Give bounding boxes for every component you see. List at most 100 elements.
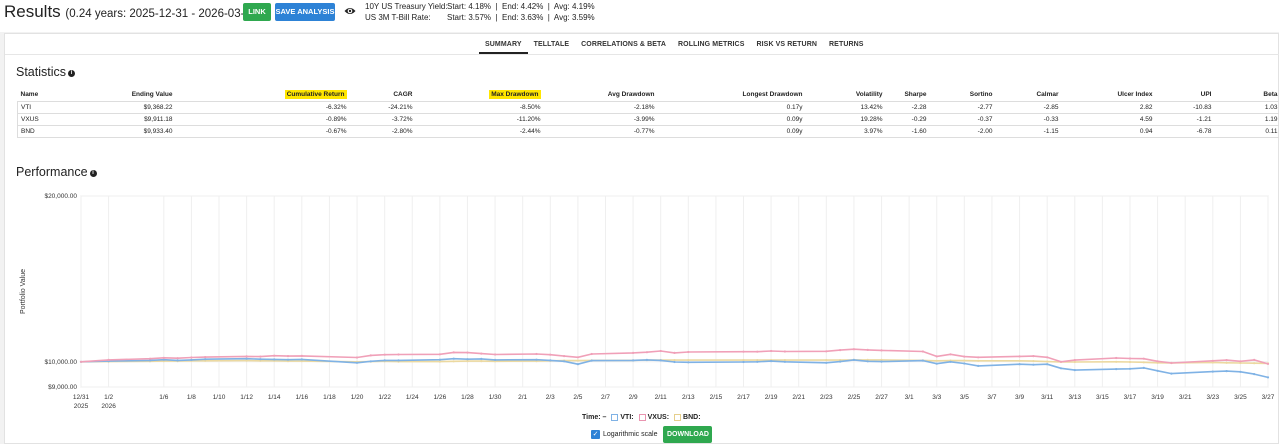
statistics-title-text: Statistics bbox=[16, 65, 67, 79]
data-point-vxus bbox=[1059, 360, 1063, 363]
table-cell: 2.82 bbox=[1061, 101, 1156, 114]
legend-label-vxus[interactable]: VXUS bbox=[647, 414, 667, 421]
table-cell: -0.33 bbox=[995, 113, 1062, 126]
statistics-header-row: Name Ending Value Cumulative Return CAGR Max… bbox=[17, 89, 1279, 102]
table-cell: -10.83 bbox=[1155, 101, 1215, 114]
data-point-vxus bbox=[1018, 355, 1021, 358]
tab-returns[interactable]: RETURNS bbox=[829, 41, 864, 48]
link-button[interactable]: LINK bbox=[243, 3, 271, 21]
data-point-vxus bbox=[1128, 357, 1132, 360]
table-cell: $9,911.18 bbox=[79, 113, 176, 126]
data-point-vxus bbox=[1239, 360, 1242, 363]
tab-risk-vs-return[interactable]: RISK VS RETURN bbox=[756, 41, 818, 48]
legend-swatch-bnd[interactable] bbox=[674, 414, 682, 421]
data-point-vxus bbox=[839, 349, 842, 352]
info-icon[interactable]: i bbox=[89, 170, 97, 177]
column-header[interactable]: Sharpe bbox=[885, 89, 930, 102]
data-point-vti bbox=[1239, 370, 1242, 373]
data-point-vti bbox=[949, 360, 952, 363]
table-cell: BND bbox=[17, 125, 80, 138]
data-point-vti bbox=[1059, 367, 1063, 370]
column-header[interactable]: CAGR bbox=[349, 89, 416, 102]
tab-summary[interactable]: SUMMARY bbox=[479, 40, 528, 54]
x-tick-label: 1/28 bbox=[461, 394, 474, 401]
download-button[interactable]: DOWNLOAD bbox=[663, 426, 713, 443]
data-point-vxus bbox=[783, 350, 787, 353]
data-point-vxus bbox=[1170, 361, 1173, 365]
data-point-vxus bbox=[742, 350, 745, 353]
x-tick-label: 2/1 bbox=[518, 394, 527, 401]
column-header[interactable]: Sortino bbox=[929, 89, 996, 102]
x-tick-label: 2/7 bbox=[601, 394, 610, 401]
data-point-vti bbox=[921, 359, 925, 362]
info-icon[interactable]: i bbox=[68, 70, 76, 77]
data-point-vxus bbox=[687, 350, 690, 354]
legend-swatch-vti[interactable] bbox=[611, 414, 619, 421]
tab-rolling-metrics[interactable]: ROLLING METRICS bbox=[678, 41, 745, 48]
data-point-vti bbox=[659, 359, 662, 362]
x-tick-label: 2/17 bbox=[737, 394, 750, 401]
plot-area bbox=[80, 195, 1269, 388]
table-cell: 0.09y bbox=[657, 125, 806, 138]
data-point-vti bbox=[286, 358, 290, 361]
logarithmic-label[interactable]: Logarithmic scale bbox=[603, 431, 658, 438]
column-header[interactable]: UPI bbox=[1155, 89, 1215, 102]
eye-icon[interactable] bbox=[344, 5, 356, 17]
x-tick-label: 2/15 bbox=[710, 394, 723, 401]
x-tick-label: 1/22 bbox=[378, 394, 391, 401]
data-point-vti bbox=[259, 358, 262, 361]
data-point-vti bbox=[576, 363, 580, 366]
table-cell: -24.21% bbox=[349, 101, 416, 114]
data-point-vti bbox=[783, 360, 787, 363]
column-header[interactable]: Avg Drawdown bbox=[543, 89, 658, 102]
x-tick-label: 2/9 bbox=[629, 394, 638, 401]
table-cell: -11.20% bbox=[415, 113, 544, 126]
table-row: VTI $9,368.22 -6.32% -24.21% -8.50% -2.18% 0.1… bbox=[17, 101, 1279, 114]
data-point-bnd bbox=[673, 359, 676, 362]
data-point-vxus bbox=[756, 350, 759, 353]
data-point-bnd bbox=[1032, 360, 1035, 363]
data-point-vxus bbox=[1046, 356, 1049, 359]
x-year-label: 2026 bbox=[101, 403, 116, 410]
data-point-vti bbox=[549, 359, 552, 362]
data-point-bnd bbox=[825, 359, 828, 362]
tab-telltale[interactable]: TELLTALE bbox=[533, 41, 570, 48]
column-header[interactable]: Name bbox=[17, 89, 80, 102]
column-header[interactable]: Calmar bbox=[995, 89, 1062, 102]
column-header[interactable]: Max Drawdown bbox=[415, 89, 544, 102]
data-point-vti bbox=[880, 360, 883, 363]
legend-label-bnd[interactable]: BND bbox=[683, 414, 699, 421]
treasury-values: Start: 4.18% | End: 4.42% | Avg: 4.19% bbox=[447, 2, 595, 11]
column-header[interactable]: Cumulative Return bbox=[175, 89, 350, 102]
column-header[interactable]: Volatility bbox=[805, 89, 886, 102]
x-tick-label: 1/10 bbox=[213, 394, 226, 401]
table-row: VXUS $9,911.18 -0.89% -3.72% -11.20% -3.99% 0.… bbox=[17, 113, 1279, 126]
column-header[interactable]: Longest Drawdown bbox=[657, 89, 806, 102]
table-cell: 3.97% bbox=[805, 125, 886, 138]
column-header[interactable]: Ulcer Index bbox=[1061, 89, 1156, 102]
performance-chart[interactable]: 12/31 1/2 1/6 1/8 1/10 1/12 1/14 1/16 1/18 1/20 1/… bbox=[5, 190, 1279, 410]
legend-swatch-vxus[interactable] bbox=[638, 414, 646, 421]
x-tick-label: 2/27 bbox=[875, 394, 888, 401]
tab-correlations-beta[interactable]: CORRELATIONS & BETA bbox=[581, 41, 667, 48]
data-point-vti bbox=[563, 360, 566, 363]
data-point-vxus bbox=[355, 356, 359, 359]
data-point-vxus bbox=[535, 352, 538, 356]
save-analysis-button[interactable]: SAVE ANALYSIS bbox=[275, 3, 335, 21]
table-cell: -6.78 bbox=[1155, 125, 1215, 138]
data-point-vxus bbox=[1142, 357, 1145, 360]
legend-label-vti[interactable]: VTI bbox=[620, 414, 632, 421]
performance-title: Performance i bbox=[16, 165, 97, 179]
table-cell: VXUS bbox=[17, 113, 80, 126]
column-header[interactable]: Ending Value bbox=[79, 89, 176, 102]
logarithmic-checkbox[interactable]: ✓ bbox=[591, 430, 600, 439]
data-point-vti bbox=[383, 359, 386, 362]
column-header-label: Volatility bbox=[855, 91, 883, 99]
data-point-vti bbox=[148, 359, 152, 362]
data-point-bnd bbox=[1073, 360, 1076, 364]
data-point-vti bbox=[756, 360, 759, 363]
x-tick-label: 2/11 bbox=[655, 394, 668, 401]
column-header[interactable]: Beta bbox=[1214, 89, 1279, 102]
table-cell: $9,368.22 bbox=[79, 101, 176, 114]
y-tick-label: $10,000.00 bbox=[44, 359, 77, 366]
